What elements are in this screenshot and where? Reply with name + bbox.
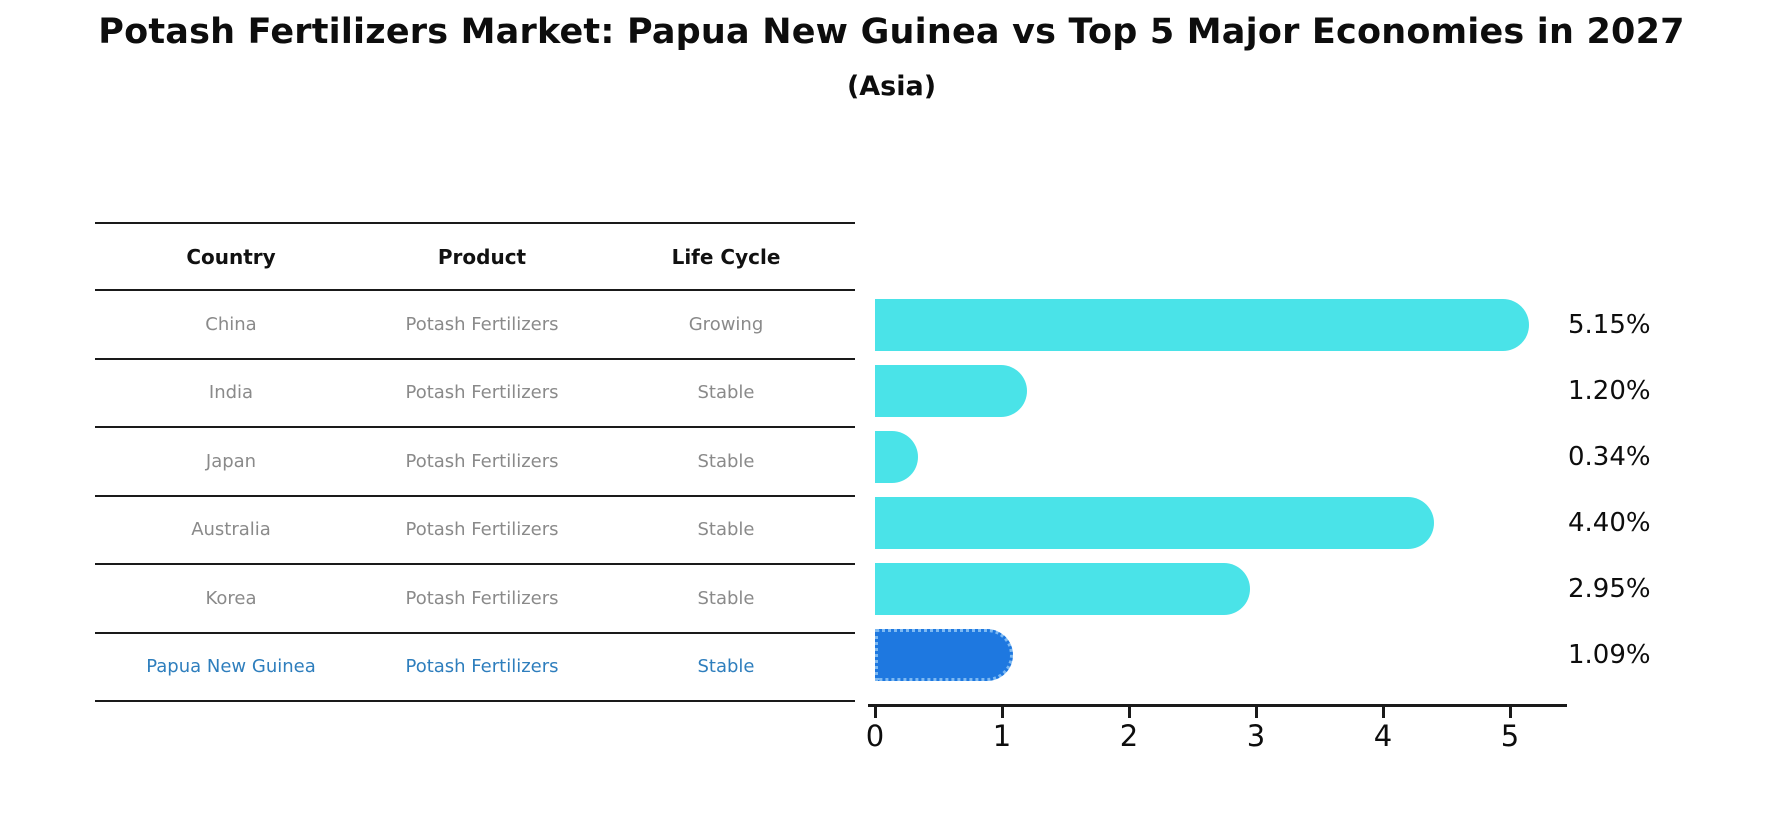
table-header-product: Product bbox=[437, 244, 527, 269]
x-axis-tick-label: 3 bbox=[1246, 719, 1266, 753]
table-row-japan: Japan Potash Fertilizers Stable bbox=[95, 428, 855, 497]
x-axis-tick bbox=[873, 707, 877, 718]
table-cell-country: Australia bbox=[191, 519, 271, 541]
table-cell-life-cycle: Stable bbox=[697, 519, 755, 541]
table-row-korea: Korea Potash Fertilizers Stable bbox=[95, 565, 855, 634]
x-axis-tick-label: 5 bbox=[1500, 719, 1520, 753]
table-cell-country: China bbox=[205, 313, 257, 335]
table-header-country: Country bbox=[186, 244, 276, 269]
bar-india bbox=[875, 365, 1027, 417]
x-axis-line bbox=[868, 704, 1567, 707]
table-cell-life-cycle: Stable bbox=[697, 587, 755, 609]
table-cell-product: Potash Fertilizers bbox=[405, 382, 559, 404]
bar-korea bbox=[875, 563, 1250, 615]
table-header-life-cycle: Life Cycle bbox=[671, 244, 781, 269]
country-table: Country Product Life Cycle China Potash Fer… bbox=[95, 222, 855, 702]
x-axis-tick bbox=[1254, 707, 1258, 718]
table-cell-product: Potash Fertilizers bbox=[405, 313, 559, 335]
table-row-india: India Potash Fertilizers Stable bbox=[95, 360, 855, 428]
table-cell-product: Potash Fertilizers bbox=[405, 450, 559, 472]
table-cell-life-cycle: Stable bbox=[697, 656, 755, 678]
table-cell-product: Potash Fertilizers bbox=[405, 587, 559, 609]
table-cell-life-cycle: Stable bbox=[697, 450, 755, 472]
bar-australia bbox=[875, 497, 1434, 549]
bar-value-label-japan: 0.34% bbox=[1568, 442, 1651, 472]
x-axis-tick bbox=[1381, 707, 1385, 718]
table-cell-country: Korea bbox=[205, 587, 257, 609]
table-cell-life-cycle: Growing bbox=[688, 313, 764, 335]
chart-title: Potash Fertilizers Market: Papua New Gui… bbox=[98, 12, 1685, 52]
table-header-row: Country Product Life Cycle bbox=[95, 224, 855, 291]
x-axis-tick bbox=[1000, 707, 1004, 718]
x-axis-tick-label: 2 bbox=[1119, 719, 1139, 753]
bar-value-label-papua-new-guinea: 1.09% bbox=[1568, 640, 1651, 670]
table-cell-product: Potash Fertilizers bbox=[405, 519, 559, 541]
x-axis-tick-label: 1 bbox=[992, 719, 1012, 753]
x-axis-tick-label: 0 bbox=[865, 719, 885, 753]
bar-papua-new-guinea bbox=[875, 629, 1013, 681]
table-row-china: China Potash Fertilizers Growing bbox=[95, 291, 855, 360]
table-cell-life-cycle: Stable bbox=[697, 382, 755, 404]
x-axis-tick bbox=[1127, 707, 1131, 718]
table-row-papua-new-guinea: Papua New Guinea Potash Fertilizers Stable bbox=[95, 634, 855, 702]
bar-japan bbox=[875, 431, 918, 483]
bar-value-label-australia: 4.40% bbox=[1568, 508, 1651, 538]
x-axis-tick bbox=[1508, 707, 1512, 718]
table-cell-country: Papua New Guinea bbox=[146, 656, 316, 678]
bar-value-label-india: 1.20% bbox=[1568, 376, 1651, 406]
bar-value-label-china: 5.15% bbox=[1568, 310, 1651, 340]
x-axis-tick-label: 4 bbox=[1373, 719, 1393, 753]
bar-china bbox=[875, 299, 1529, 351]
table-row-australia: Australia Potash Fertilizers Stable bbox=[95, 497, 855, 565]
table-cell-country: Japan bbox=[205, 450, 257, 472]
table-cell-product: Potash Fertilizers bbox=[405, 656, 559, 678]
chart-subtitle: (Asia) bbox=[846, 71, 937, 102]
bar-value-label-korea: 2.95% bbox=[1568, 574, 1651, 604]
table-cell-country: India bbox=[208, 382, 254, 404]
